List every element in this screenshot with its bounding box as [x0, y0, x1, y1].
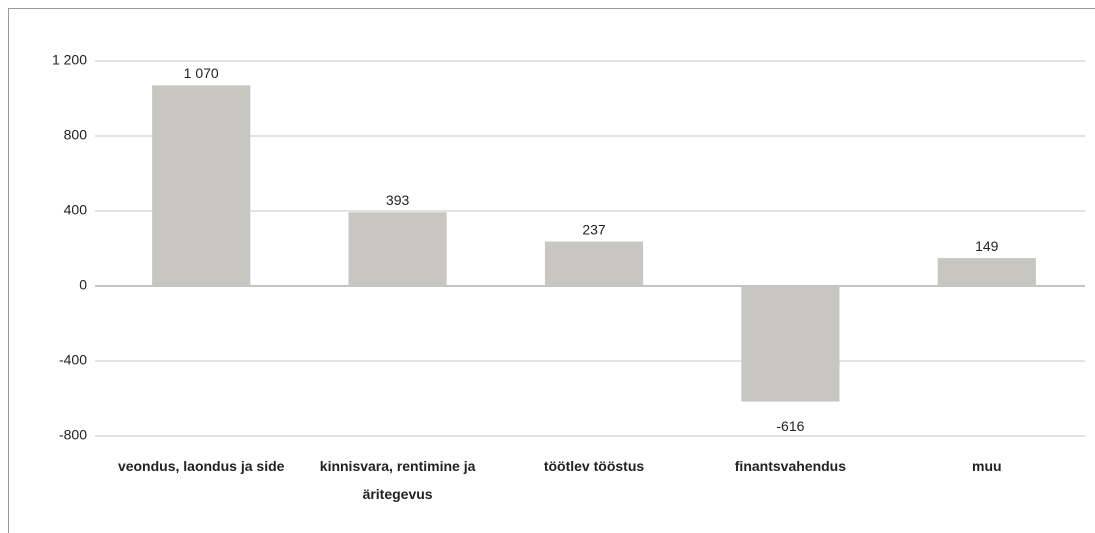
- y-tick-label: -400: [59, 352, 87, 368]
- y-tick-label: 800: [64, 127, 88, 143]
- bar: [152, 85, 251, 286]
- y-tick-label: 1 200: [52, 52, 87, 68]
- bar: [544, 241, 644, 286]
- y-tick-label: 400: [64, 202, 88, 218]
- x-tick-label: töötlev tööstus: [543, 458, 645, 474]
- bar: [741, 286, 840, 402]
- value-label: -616: [776, 418, 804, 434]
- x-tick-label: finantsvahendus: [734, 458, 847, 474]
- x-tick-label: kinnisvara, rentimine ja äritegevus: [319, 458, 476, 502]
- value-label: 237: [582, 221, 606, 237]
- value-label: 393: [386, 192, 410, 208]
- value-label: 149: [975, 238, 999, 254]
- y-tick-label: -800: [59, 427, 87, 443]
- bar: [348, 212, 447, 286]
- value-label: 1 070: [184, 65, 219, 81]
- y-tick-label: 0: [79, 277, 87, 293]
- x-tick-label: veondus, laondus ja side: [117, 458, 285, 474]
- x-tick-label: muu: [972, 458, 1002, 474]
- bar: [937, 258, 1036, 286]
